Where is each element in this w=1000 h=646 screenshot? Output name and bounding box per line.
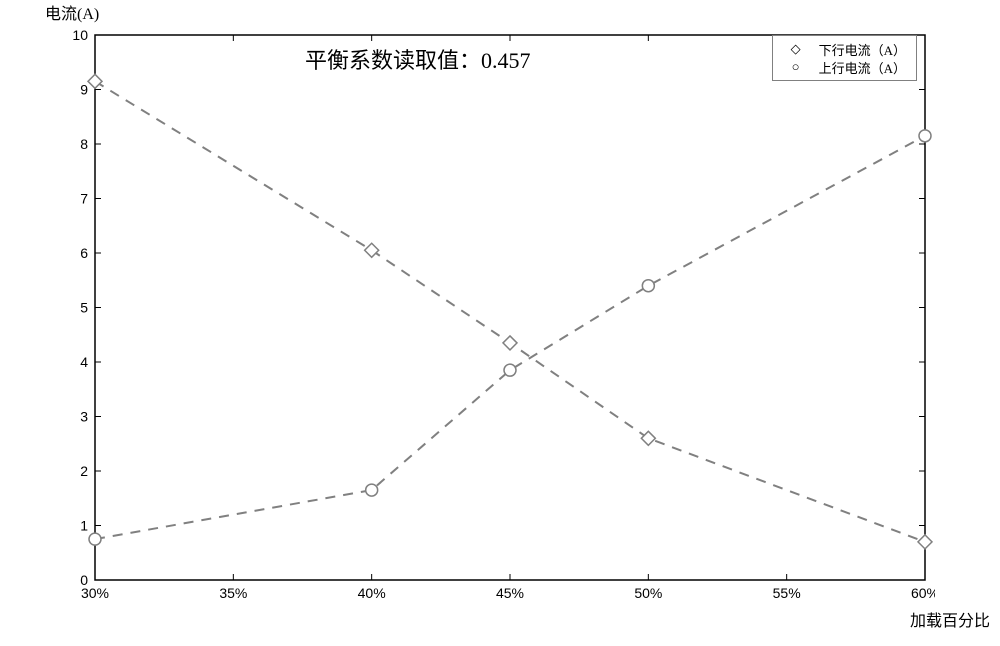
svg-text:4: 4 <box>80 354 88 370</box>
svg-text:30%: 30% <box>81 585 109 601</box>
chart-legend: ◇ 下行电流（A） ○ 上行电流（A） <box>772 35 917 81</box>
legend-label: 下行电流（A） <box>811 40 906 59</box>
svg-text:10: 10 <box>72 30 88 43</box>
chart-plot-area: 01234567891030%35%40%45%50%55%60% <box>65 30 935 605</box>
svg-text:9: 9 <box>80 82 88 98</box>
legend-item-down: ◇ 下行电流（A） <box>781 40 906 58</box>
svg-text:2: 2 <box>80 463 88 479</box>
svg-text:60%: 60% <box>911 585 935 601</box>
circle-marker-icon: ○ <box>781 59 811 75</box>
svg-text:50%: 50% <box>634 585 662 601</box>
svg-text:6: 6 <box>80 245 88 261</box>
legend-label: 上行电流（A） <box>811 58 906 77</box>
svg-text:55%: 55% <box>773 585 801 601</box>
svg-text:1: 1 <box>80 518 88 534</box>
svg-text:8: 8 <box>80 136 88 152</box>
svg-text:5: 5 <box>80 300 88 316</box>
x-axis-label: 加载百分比 <box>910 607 990 631</box>
diamond-marker-icon: ◇ <box>781 41 811 57</box>
balance-coefficient-annotation: 平衡系数读取值：0.457 <box>305 43 531 75</box>
chart-svg: 01234567891030%35%40%45%50%55%60% <box>65 30 935 605</box>
svg-text:3: 3 <box>80 409 88 425</box>
svg-text:35%: 35% <box>219 585 247 601</box>
y-axis-label: 电流(A) <box>45 0 99 24</box>
svg-text:45%: 45% <box>496 585 524 601</box>
svg-text:40%: 40% <box>358 585 386 601</box>
legend-item-up: ○ 上行电流（A） <box>781 58 906 76</box>
svg-text:7: 7 <box>80 191 88 207</box>
